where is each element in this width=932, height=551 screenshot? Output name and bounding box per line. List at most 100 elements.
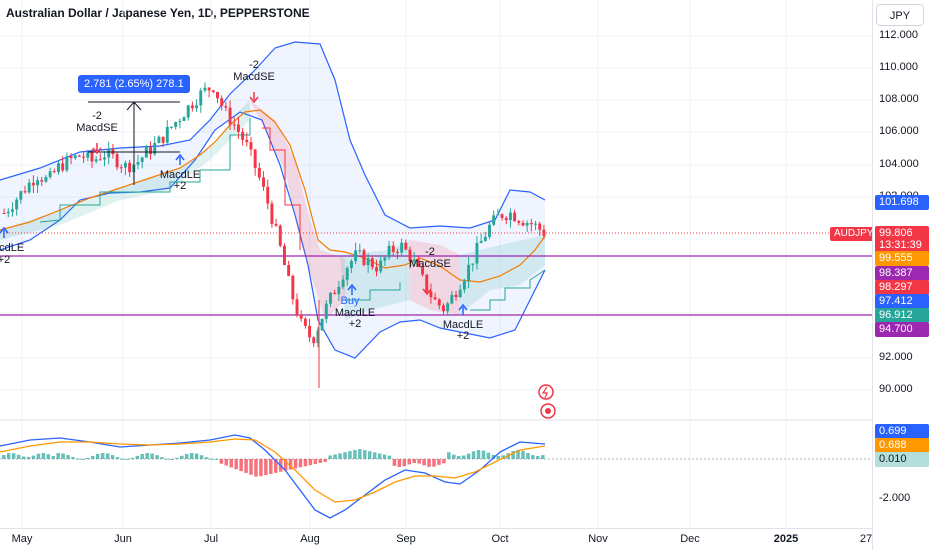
candle-body (370, 258, 374, 268)
macd-hist-bar (160, 457, 164, 459)
candle-body (249, 142, 253, 150)
candle-body (337, 286, 341, 295)
time-label: May (11, 533, 33, 545)
macd-hist-bar (155, 455, 159, 459)
signal-label: MacdLE (443, 319, 483, 331)
candle-body (320, 318, 324, 331)
time-label: Dec (680, 533, 700, 545)
macd-hist-bar (476, 450, 481, 459)
price-tag: 97.412 (875, 294, 929, 309)
macd-hist-bar (120, 458, 125, 460)
candle-body (203, 87, 207, 91)
signal-label: -2 (249, 59, 259, 71)
signal-label: +2 (174, 180, 187, 192)
macd-hist-bar (130, 457, 135, 459)
candle-body (241, 131, 245, 140)
macd-hist-bar (61, 453, 65, 459)
macd-hist-bar (86, 457, 90, 459)
price-chart[interactable]: -2MacdSE-2MacdSEMacdLE+2MacdLE+2-2MacdSE… (0, 0, 872, 528)
candle-body (36, 180, 40, 186)
candle-body (94, 159, 98, 162)
candle-body (195, 105, 199, 109)
price-tag: 94.700 (875, 322, 929, 337)
zone-fill-down (250, 100, 345, 320)
candle-body (458, 289, 462, 298)
candle-body (429, 291, 433, 298)
macd-hist-bar (516, 450, 520, 459)
candle-body (270, 203, 274, 224)
candle-body (103, 157, 106, 160)
candle-body (529, 223, 533, 225)
candle-body (471, 263, 475, 265)
currency-button[interactable]: JPY (876, 4, 924, 26)
macd-hist-bar (254, 459, 258, 477)
price-tag: 96.912 (875, 308, 929, 323)
candle-body (157, 136, 161, 144)
candle-body (454, 294, 458, 298)
macd-tick: -2.000 (879, 492, 911, 504)
stop-line-red (262, 127, 301, 250)
macd-hist-bar (298, 459, 303, 468)
candle-body (207, 87, 211, 91)
macd-hist-bar (51, 456, 55, 459)
price-axis[interactable]: 112.000 110.000 108.000 106.000 104.000 … (872, 0, 932, 550)
macd-hist-bar (288, 459, 293, 470)
candle-body (128, 162, 132, 173)
price-tag: 13:31:39 (875, 238, 929, 253)
chart-area[interactable]: Australian Dollar / Japanese Yen, 1D, PE… (0, 0, 878, 528)
macd-hist-bar (41, 453, 46, 459)
candle-body (224, 106, 228, 108)
candle-body (349, 261, 353, 269)
macd-hist-bar (358, 449, 362, 459)
candle-body (538, 223, 542, 230)
signal-label: +2 (457, 330, 470, 342)
candle-body (282, 245, 286, 266)
candles (2, 82, 546, 388)
macd-hist-bar (150, 453, 154, 459)
macd-hist-bar (328, 455, 332, 459)
macd-hist-bar (526, 452, 530, 459)
macd-hist-bar (496, 455, 501, 459)
candle-body (358, 250, 362, 252)
candle-body (82, 156, 86, 158)
candle-body (341, 279, 345, 287)
candle-body (333, 292, 337, 295)
candle-body (31, 182, 35, 186)
macd-hist-bar (407, 459, 412, 465)
candle-body (312, 337, 316, 344)
buy-arrow-icon (175, 153, 185, 165)
macd-hist-bar (26, 456, 31, 459)
macd-hist-bar (269, 459, 273, 474)
candle-body (170, 126, 173, 128)
macd-hist-bar (422, 459, 426, 466)
candle-body (442, 305, 445, 312)
price-tick: 108.000 (879, 93, 919, 105)
macd-hist-bar (447, 452, 451, 459)
candle-body (257, 167, 261, 178)
price-tag: 0.010 (875, 452, 929, 467)
macd-hist-bar (402, 459, 407, 467)
candle-body (375, 267, 378, 272)
time-axis[interactable]: May Jun Jul Aug Sep Oct Nov Dec 2025 27 (0, 528, 872, 551)
candle-body (211, 90, 215, 92)
macd-hist-bar (125, 458, 130, 460)
buy-arrow-icon (0, 226, 9, 238)
price-tick: 106.000 (879, 125, 919, 137)
candle-body (366, 258, 370, 266)
zone-fill-down-2 (410, 240, 460, 315)
macd-hist-bar (95, 453, 100, 459)
candle-body (383, 257, 387, 261)
candle-body (446, 303, 450, 312)
signal-label: MacdSE (233, 71, 275, 83)
candle-body (362, 250, 366, 266)
macd-hist-bar (184, 453, 189, 459)
macd-hist-bar (412, 459, 416, 464)
macd-hist-bar (501, 455, 505, 459)
price-tick: 110.000 (879, 61, 918, 73)
stop-line-green (39, 118, 251, 223)
macd-hist-bar (427, 459, 431, 467)
candle-body (23, 191, 27, 193)
candle-body (513, 212, 517, 222)
candle-body (479, 241, 483, 243)
candle-body (395, 251, 399, 253)
